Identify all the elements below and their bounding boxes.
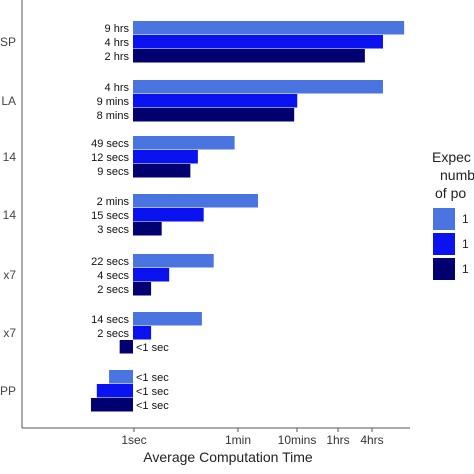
legend: Expec numb of po 1 1 1 <box>432 149 474 280</box>
x-tick-label-5: 4hrs <box>360 433 383 447</box>
bar-label-group-6-series-3: <1 sec <box>136 342 169 354</box>
category-label-5: x7 <box>3 268 16 282</box>
bar-group-3-series-2 <box>133 150 198 164</box>
x-ticks-layer: 1sec 1min 10mins 1hrs 4hrs <box>121 428 384 447</box>
category-label-3: 14 <box>3 150 17 164</box>
legend-title-line-2: numb <box>440 167 474 183</box>
legend-key-3 <box>433 258 455 280</box>
bar-label-group-5-series-1: 22 secs <box>91 256 129 268</box>
bar-group-4-series-2 <box>133 208 204 222</box>
bar-group-7-series-2 <box>96 384 133 398</box>
category-label-7: PP <box>0 384 16 398</box>
x-tick-label-1: 1sec <box>121 433 146 447</box>
bar-group-5-series-2 <box>133 268 170 282</box>
bar-group-6-series-3 <box>119 340 133 354</box>
bar-label-group-1-series-1: 9 hrs <box>105 23 130 35</box>
bar-label-group-5-series-3: 2 secs <box>97 284 129 296</box>
x-tick-label-2: 1min <box>225 433 251 447</box>
bar-label-group-4-series-2: 15 secs <box>91 210 129 222</box>
bar-label-group-3-series-3: 9 secs <box>97 166 129 178</box>
bar-label-group-4-series-3: 3 secs <box>97 224 129 236</box>
legend-items: 1 1 1 <box>433 208 469 280</box>
bar-group-4-series-1 <box>133 194 258 208</box>
bar-label-group-3-series-1: 49 secs <box>91 138 129 150</box>
category-label-1: SP <box>0 35 16 49</box>
bar-group-4-series-3 <box>133 222 162 236</box>
bar-label-group-7-series-1: <1 sec <box>136 372 169 384</box>
bar-label-group-2-series-2: 9 mins <box>97 96 130 108</box>
bar-group-3-series-3 <box>133 164 191 178</box>
bar-group-3-series-1 <box>133 136 235 150</box>
x-tick-label-4: 1hrs <box>326 433 349 447</box>
legend-label-1: 1 <box>462 212 469 226</box>
legend-title-line-3: of po <box>435 185 466 201</box>
category-labels-layer: SP LA 14 14 x7 x7 PP <box>0 35 16 398</box>
bar-group-1-series-3 <box>133 49 365 63</box>
legend-title-line-1: Expec <box>432 149 471 165</box>
bar-group-7-series-3 <box>90 398 133 412</box>
legend-key-2 <box>433 233 455 255</box>
bar-group-2-series-1 <box>133 80 383 94</box>
bar-label-group-6-series-1: 14 secs <box>91 314 129 326</box>
bar-label-group-3-series-2: 12 secs <box>91 152 129 164</box>
bar-label-group-1-series-2: 4 hrs <box>105 37 130 49</box>
bar-group-6-series-1 <box>133 312 202 326</box>
legend-label-3: 1 <box>462 262 469 276</box>
bar-group-7-series-1 <box>109 370 133 384</box>
category-label-6: x7 <box>3 326 16 340</box>
category-label-4: 14 <box>3 208 17 222</box>
legend-label-2: 1 <box>462 237 469 251</box>
bar-group-1-series-1 <box>133 21 405 35</box>
bar-group-2-series-3 <box>133 108 295 122</box>
bar-group-5-series-1 <box>133 254 214 268</box>
bar-group-6-series-2 <box>133 326 152 340</box>
x-axis-title: Average Computation Time <box>143 449 313 465</box>
bars-layer <box>90 21 405 412</box>
bar-group-5-series-3 <box>133 282 152 296</box>
bar-label-group-6-series-2: 2 secs <box>97 328 129 340</box>
bar-label-group-1-series-3: 2 hrs <box>105 51 130 63</box>
bar-label-group-2-series-1: 4 hrs <box>105 82 130 94</box>
bar-group-2-series-2 <box>133 94 298 108</box>
bar-labels-layer: 9 hrs 4 hrs 2 hrs 4 hrs 9 mins 8 mins 49 secs 1… <box>91 23 169 412</box>
bar-label-group-4-series-1: 2 mins <box>97 196 130 208</box>
bar-group-1-series-2 <box>133 35 383 49</box>
x-tick-label-3: 10mins <box>278 433 317 447</box>
bar-label-group-2-series-3: 8 mins <box>97 110 130 122</box>
bar-label-group-7-series-2: <1 sec <box>136 386 169 398</box>
legend-key-1 <box>433 208 455 230</box>
category-label-2: LA <box>1 94 16 108</box>
bar-label-group-5-series-2: 4 secs <box>97 270 129 282</box>
bar-label-group-7-series-3: <1 sec <box>136 400 169 412</box>
